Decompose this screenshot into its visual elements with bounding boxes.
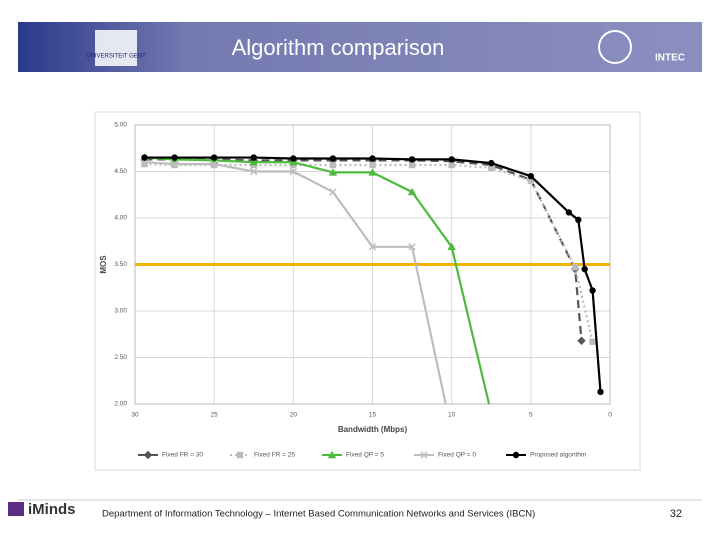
point <box>329 155 337 162</box>
point <box>581 265 588 273</box>
point <box>170 160 179 168</box>
x-tick-label: 10 <box>448 412 456 419</box>
point <box>329 188 337 196</box>
point <box>368 168 377 176</box>
point <box>290 155 297 162</box>
point <box>369 155 376 162</box>
logo-icon <box>598 30 632 64</box>
page-number: 32 <box>670 508 682 520</box>
y-axis-label: MOS <box>99 255 108 274</box>
point <box>577 336 586 345</box>
point <box>368 243 377 251</box>
point <box>420 451 428 459</box>
y-tick-label: 3.50 <box>114 261 127 268</box>
footer-text: Department of Information Technology – I… <box>102 509 535 520</box>
point <box>448 161 455 169</box>
point <box>407 187 417 196</box>
point <box>171 154 178 161</box>
point <box>369 161 376 169</box>
point <box>210 160 218 168</box>
point <box>408 156 416 163</box>
point <box>408 161 416 169</box>
x-tick-label: 20 <box>290 412 298 419</box>
point <box>408 243 416 251</box>
point <box>250 167 258 176</box>
point <box>589 287 596 294</box>
x-tick-label: 30 <box>131 412 139 419</box>
logo-text: INTEC <box>655 53 685 64</box>
logo-box <box>95 30 137 66</box>
x-axis-label: Bandwidth (Mbps) <box>338 425 408 434</box>
point <box>512 451 520 459</box>
point <box>589 338 596 345</box>
point <box>488 159 495 167</box>
legend-label: Fixed QP = 0 <box>438 452 476 459</box>
footer-logo: iMinds <box>28 501 76 518</box>
point <box>210 154 218 161</box>
y-tick-label: 4.00 <box>114 215 127 222</box>
y-tick-label: 3.00 <box>114 308 127 315</box>
point <box>575 216 582 224</box>
x-tick-label: 5 <box>529 412 533 419</box>
y-tick-label: 2.00 <box>114 401 127 408</box>
footer-logo-icon <box>8 502 24 516</box>
legend-label: Fixed FR = 30 <box>162 452 203 459</box>
y-tick-label: 4.50 <box>114 168 127 175</box>
point <box>236 451 244 459</box>
legend-label: Fixed QP = 5 <box>346 452 384 459</box>
legend-label: Fixed FR = 25 <box>254 452 295 459</box>
point <box>527 172 535 180</box>
point <box>488 164 495 171</box>
series-line <box>144 156 602 392</box>
point <box>250 154 257 161</box>
point <box>141 154 148 161</box>
point <box>597 388 604 396</box>
point <box>571 264 579 271</box>
x-tick-label: 0 <box>608 412 612 419</box>
point <box>140 158 149 166</box>
point <box>289 167 298 176</box>
x-tick-label: 15 <box>369 412 377 419</box>
y-tick-label: 5.00 <box>114 122 127 129</box>
point <box>143 450 153 460</box>
x-tick-label: 25 <box>211 412 219 419</box>
point <box>328 168 338 176</box>
logo-text: UNIVERSITEIT GENT <box>86 54 146 60</box>
series-line <box>144 156 491 404</box>
point <box>141 160 148 168</box>
point <box>527 177 535 184</box>
legend-label: Proposed algorithm <box>530 452 586 459</box>
point <box>565 209 573 216</box>
point <box>447 242 456 251</box>
point <box>249 158 258 166</box>
y-tick-label: 2.50 <box>114 354 127 361</box>
point <box>327 450 337 459</box>
point <box>329 161 337 169</box>
slide-title: Algorithm comparison <box>232 35 445 60</box>
point <box>448 156 455 163</box>
plot-area <box>135 153 610 404</box>
point <box>289 158 298 166</box>
chart: 2.00 2.50 3.00 3.50 4.00 4.50 5.00 30 25 20 15 10 5 0… <box>99 122 612 460</box>
